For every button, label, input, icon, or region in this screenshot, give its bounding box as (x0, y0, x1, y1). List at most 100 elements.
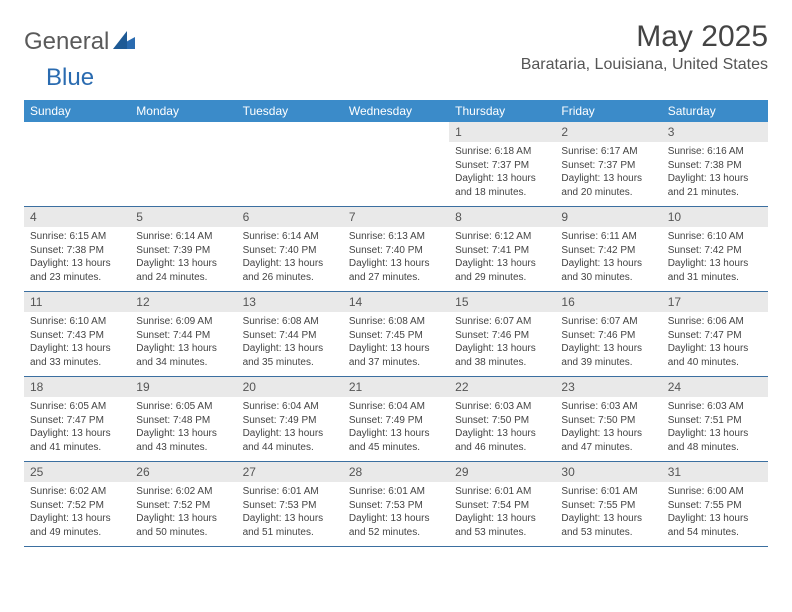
day-body: Sunrise: 6:18 AMSunset: 7:37 PMDaylight:… (449, 142, 555, 205)
sunrise: Sunrise: 6:01 AM (455, 485, 549, 499)
day-number: 17 (662, 292, 768, 312)
daylight: Daylight: 13 hours and 41 minutes. (30, 427, 124, 454)
day-cell (343, 122, 449, 206)
logo-text-general: General (24, 28, 109, 56)
day-cell: 10Sunrise: 6:10 AMSunset: 7:42 PMDayligh… (662, 207, 768, 291)
day-number: 29 (449, 462, 555, 482)
sunrise: Sunrise: 6:02 AM (30, 485, 124, 499)
daylight: Daylight: 13 hours and 37 minutes. (349, 342, 443, 369)
sunset: Sunset: 7:51 PM (668, 414, 762, 428)
daylight: Daylight: 13 hours and 43 minutes. (136, 427, 230, 454)
sunset: Sunset: 7:48 PM (136, 414, 230, 428)
day-cell: 20Sunrise: 6:04 AMSunset: 7:49 PMDayligh… (237, 377, 343, 461)
daylight: Daylight: 13 hours and 47 minutes. (561, 427, 655, 454)
day-number: 26 (130, 462, 236, 482)
sunrise: Sunrise: 6:08 AM (349, 315, 443, 329)
day-number: 14 (343, 292, 449, 312)
sunrise: Sunrise: 6:14 AM (136, 230, 230, 244)
day-body: Sunrise: 6:05 AMSunset: 7:48 PMDaylight:… (130, 397, 236, 460)
daylight: Daylight: 13 hours and 18 minutes. (455, 172, 549, 199)
day-cell: 29Sunrise: 6:01 AMSunset: 7:54 PMDayligh… (449, 462, 555, 546)
day-number: 23 (555, 377, 661, 397)
logo-text-blue: Blue (46, 64, 94, 92)
sunrise: Sunrise: 6:01 AM (561, 485, 655, 499)
day-body: Sunrise: 6:16 AMSunset: 7:38 PMDaylight:… (662, 142, 768, 205)
daylight: Daylight: 13 hours and 23 minutes. (30, 257, 124, 284)
day-body: Sunrise: 6:05 AMSunset: 7:47 PMDaylight:… (24, 397, 130, 460)
daylight: Daylight: 13 hours and 33 minutes. (30, 342, 124, 369)
day-cell: 12Sunrise: 6:09 AMSunset: 7:44 PMDayligh… (130, 292, 236, 376)
sunrise: Sunrise: 6:00 AM (668, 485, 762, 499)
day-cell: 27Sunrise: 6:01 AMSunset: 7:53 PMDayligh… (237, 462, 343, 546)
day-body: Sunrise: 6:07 AMSunset: 7:46 PMDaylight:… (555, 312, 661, 375)
day-number: 18 (24, 377, 130, 397)
day-cell: 22Sunrise: 6:03 AMSunset: 7:50 PMDayligh… (449, 377, 555, 461)
daylight: Daylight: 13 hours and 31 minutes. (668, 257, 762, 284)
daylight: Daylight: 13 hours and 34 minutes. (136, 342, 230, 369)
month-title: May 2025 (521, 20, 768, 54)
day-cell: 16Sunrise: 6:07 AMSunset: 7:46 PMDayligh… (555, 292, 661, 376)
day-cell: 4Sunrise: 6:15 AMSunset: 7:38 PMDaylight… (24, 207, 130, 291)
daylight: Daylight: 13 hours and 53 minutes. (561, 512, 655, 539)
sunrise: Sunrise: 6:11 AM (561, 230, 655, 244)
day-number: 16 (555, 292, 661, 312)
location: Barataria, Louisiana, United States (521, 56, 768, 74)
day-number: 1 (449, 122, 555, 142)
sunset: Sunset: 7:42 PM (668, 244, 762, 258)
sunrise: Sunrise: 6:16 AM (668, 145, 762, 159)
dow-cell: Thursday (449, 100, 555, 122)
sunset: Sunset: 7:50 PM (455, 414, 549, 428)
sunset: Sunset: 7:41 PM (455, 244, 549, 258)
sunrise: Sunrise: 6:10 AM (668, 230, 762, 244)
daylight: Daylight: 13 hours and 40 minutes. (668, 342, 762, 369)
day-body: Sunrise: 6:10 AMSunset: 7:43 PMDaylight:… (24, 312, 130, 375)
sunset: Sunset: 7:55 PM (561, 499, 655, 513)
day-number: 25 (24, 462, 130, 482)
day-body: Sunrise: 6:14 AMSunset: 7:39 PMDaylight:… (130, 227, 236, 290)
daylight: Daylight: 13 hours and 44 minutes. (243, 427, 337, 454)
day-cell: 13Sunrise: 6:08 AMSunset: 7:44 PMDayligh… (237, 292, 343, 376)
daylight: Daylight: 13 hours and 54 minutes. (668, 512, 762, 539)
sunset: Sunset: 7:38 PM (30, 244, 124, 258)
dow-cell: Saturday (662, 100, 768, 122)
day-cell: 21Sunrise: 6:04 AMSunset: 7:49 PMDayligh… (343, 377, 449, 461)
day-body: Sunrise: 6:02 AMSunset: 7:52 PMDaylight:… (24, 482, 130, 545)
sunrise: Sunrise: 6:13 AM (349, 230, 443, 244)
sunrise: Sunrise: 6:18 AM (455, 145, 549, 159)
sunset: Sunset: 7:49 PM (243, 414, 337, 428)
week-row: 25Sunrise: 6:02 AMSunset: 7:52 PMDayligh… (24, 462, 768, 547)
day-number: 21 (343, 377, 449, 397)
sunset: Sunset: 7:45 PM (349, 329, 443, 343)
day-cell: 15Sunrise: 6:07 AMSunset: 7:46 PMDayligh… (449, 292, 555, 376)
day-body: Sunrise: 6:00 AMSunset: 7:55 PMDaylight:… (662, 482, 768, 545)
day-body: Sunrise: 6:02 AMSunset: 7:52 PMDaylight:… (130, 482, 236, 545)
day-body: Sunrise: 6:01 AMSunset: 7:53 PMDaylight:… (237, 482, 343, 545)
week-row: 11Sunrise: 6:10 AMSunset: 7:43 PMDayligh… (24, 292, 768, 377)
day-number: 27 (237, 462, 343, 482)
daylight: Daylight: 13 hours and 27 minutes. (349, 257, 443, 284)
day-body: Sunrise: 6:12 AMSunset: 7:41 PMDaylight:… (449, 227, 555, 290)
calendar: SundayMondayTuesdayWednesdayThursdayFrid… (24, 100, 768, 547)
dow-cell: Tuesday (237, 100, 343, 122)
sunset: Sunset: 7:38 PM (668, 159, 762, 173)
dow-cell: Sunday (24, 100, 130, 122)
daylight: Daylight: 13 hours and 46 minutes. (455, 427, 549, 454)
week-row: 1Sunrise: 6:18 AMSunset: 7:37 PMDaylight… (24, 122, 768, 207)
day-cell: 6Sunrise: 6:14 AMSunset: 7:40 PMDaylight… (237, 207, 343, 291)
sunrise: Sunrise: 6:03 AM (455, 400, 549, 414)
day-cell: 23Sunrise: 6:03 AMSunset: 7:50 PMDayligh… (555, 377, 661, 461)
sunset: Sunset: 7:46 PM (561, 329, 655, 343)
sunset: Sunset: 7:53 PM (243, 499, 337, 513)
sunrise: Sunrise: 6:12 AM (455, 230, 549, 244)
sunset: Sunset: 7:37 PM (455, 159, 549, 173)
daylight: Daylight: 13 hours and 21 minutes. (668, 172, 762, 199)
day-body: Sunrise: 6:15 AMSunset: 7:38 PMDaylight:… (24, 227, 130, 290)
daylight: Daylight: 13 hours and 24 minutes. (136, 257, 230, 284)
day-cell: 11Sunrise: 6:10 AMSunset: 7:43 PMDayligh… (24, 292, 130, 376)
day-number: 11 (24, 292, 130, 312)
daylight: Daylight: 13 hours and 50 minutes. (136, 512, 230, 539)
day-number: 6 (237, 207, 343, 227)
day-body: Sunrise: 6:08 AMSunset: 7:45 PMDaylight:… (343, 312, 449, 375)
dow-row: SundayMondayTuesdayWednesdayThursdayFrid… (24, 100, 768, 122)
day-cell: 1Sunrise: 6:18 AMSunset: 7:37 PMDaylight… (449, 122, 555, 206)
